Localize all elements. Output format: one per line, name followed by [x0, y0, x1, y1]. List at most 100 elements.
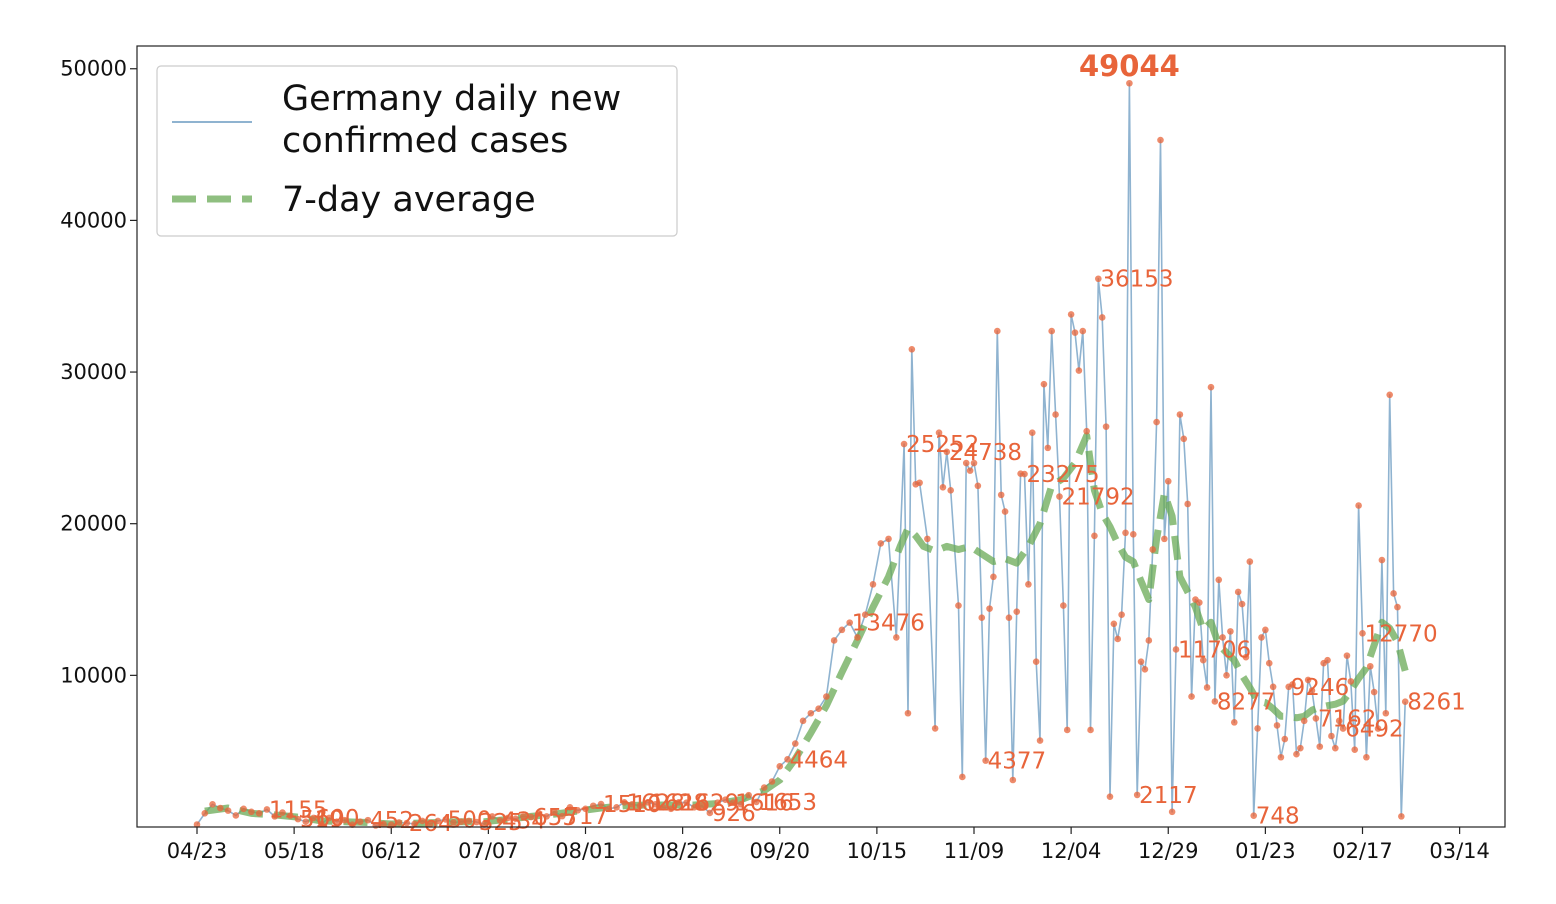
daily-point: [512, 815, 519, 822]
daily-point: [1056, 493, 1063, 500]
daily-point: [434, 817, 442, 825]
point-value-label: 8277: [1217, 689, 1276, 715]
x-tick-label: 08/26: [652, 839, 713, 863]
daily-point: [659, 803, 667, 811]
daily-point: [1242, 653, 1250, 661]
point-value-label: 500: [448, 807, 492, 833]
daily-point: [1141, 665, 1149, 673]
daily-point: [426, 820, 434, 828]
point-value-label: 36153: [1100, 267, 1173, 293]
x-tick-label: 11/09: [944, 839, 1005, 863]
daily-point: [380, 820, 387, 828]
daily-point: [1308, 687, 1316, 694]
daily-point: [978, 614, 986, 622]
daily-point: [1052, 411, 1059, 418]
daily-point: [621, 799, 628, 806]
daily-point: [791, 740, 799, 747]
daily-point: [1118, 611, 1125, 618]
daily-point: [628, 800, 636, 808]
daily-point: [714, 799, 721, 807]
daily-point: [442, 816, 449, 823]
daily-point: [217, 804, 224, 812]
point-value-label: 8261: [1407, 690, 1466, 716]
daily-point: [1172, 646, 1180, 653]
daily-point: [1293, 750, 1300, 758]
daily-point: [1199, 656, 1207, 664]
daily-point: [1060, 602, 1067, 609]
daily-point: [1102, 423, 1110, 430]
daily-point: [1328, 732, 1335, 740]
daily-point: [854, 634, 861, 641]
legend-label-daily: Germany daily new confirmed cases: [282, 79, 632, 161]
daily-point: [636, 802, 644, 810]
axes: 10000 20000 30000 40000 50000 04/23 05/18 06/12…: [60, 57, 1490, 863]
daily-point: [974, 482, 982, 490]
daily-point: [1168, 808, 1176, 816]
daily-point: [823, 693, 830, 700]
daily-point: [1374, 725, 1382, 732]
daily-point: [387, 821, 395, 828]
daily-point: [1219, 634, 1226, 641]
x-tick-label: 02/17: [1332, 839, 1393, 863]
daily-point: [488, 813, 496, 820]
daily-point: [1300, 717, 1308, 725]
plot-frame: [136, 45, 1506, 828]
daily-point: [1114, 635, 1122, 643]
legend-label-average: 7-day average: [282, 180, 536, 220]
daily-point: [1098, 314, 1106, 321]
daily-point: [1335, 717, 1343, 725]
daily-point: [745, 791, 752, 799]
daily-point: [1036, 737, 1044, 744]
daily-point: [1366, 662, 1374, 670]
daily-point: [1157, 136, 1164, 144]
daily-point: [597, 800, 605, 808]
daily-point: [286, 812, 294, 819]
average-series: [204, 432, 1409, 828]
daily-point: [1394, 603, 1401, 611]
point-value-label: 6492: [1345, 717, 1404, 743]
daily-point: [1227, 628, 1234, 635]
daily-point: [356, 818, 364, 825]
point-value-label: 926: [712, 801, 756, 827]
daily-point: [760, 784, 768, 791]
daily-point: [1164, 477, 1172, 485]
daily-point: [1048, 327, 1055, 335]
daily-point: [1161, 535, 1168, 543]
daily-point: [807, 709, 815, 717]
daily-point: [1188, 693, 1195, 700]
daily-point: [1265, 659, 1273, 667]
y-tick-label: 20000: [60, 512, 127, 536]
daily-point: [959, 773, 966, 781]
point-value-label: 4464: [790, 747, 849, 773]
daily-point: [1079, 327, 1087, 335]
daily-point: [1083, 427, 1090, 435]
daily-point: [1207, 383, 1215, 391]
x-tick-label: 12/04: [1041, 839, 1102, 863]
daily-point: [1025, 581, 1032, 588]
daily-point: [877, 540, 885, 547]
daily-point: [341, 816, 348, 824]
daily-point: [784, 756, 791, 763]
daily-point: [1378, 556, 1386, 564]
point-value-label: 2117: [1139, 783, 1198, 809]
point-value-label: 13476: [852, 611, 925, 637]
point-value-label: 1629: [681, 790, 740, 816]
daily-point: [768, 778, 776, 785]
daily-point: [1075, 367, 1083, 374]
daily-point: [605, 805, 613, 813]
daily-point: [722, 796, 729, 804]
daily-point: [1063, 726, 1071, 734]
daily-point: [1067, 311, 1075, 318]
daily-point: [955, 602, 962, 609]
daily-point: [1091, 532, 1098, 540]
daily-point: [1184, 500, 1191, 508]
daily-point: [916, 479, 923, 487]
daily-point: [193, 821, 201, 828]
daily-point: [201, 810, 209, 817]
point-value-label: 325: [479, 810, 523, 836]
daily-point: [799, 717, 807, 725]
daily-point: [1013, 608, 1021, 615]
point-value-label: 519: [300, 807, 344, 833]
daily-point: [947, 487, 954, 494]
